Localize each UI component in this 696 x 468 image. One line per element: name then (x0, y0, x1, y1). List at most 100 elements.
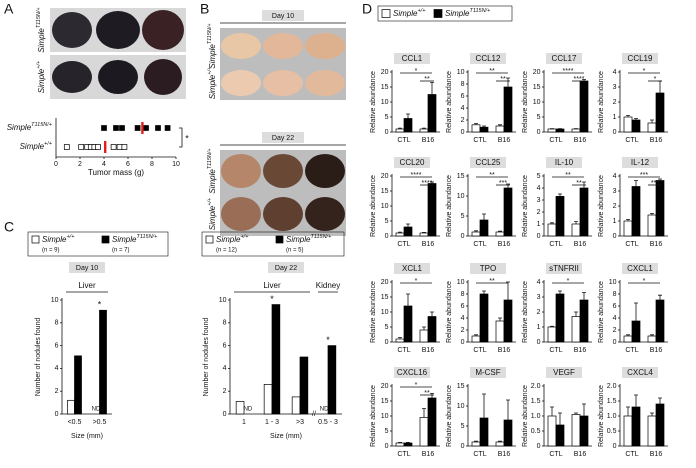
legend-swatch (205, 235, 214, 244)
row-label: SimpleT115N/+ (36, 7, 46, 53)
bar (419, 329, 429, 343)
error-bar (498, 230, 502, 232)
x-tick-label: CTL (473, 137, 486, 144)
legend-label: Simple+/+ (42, 234, 75, 244)
x-tick-label: B16 (650, 241, 663, 248)
bar (495, 125, 505, 133)
x-tick-label: B16 (422, 241, 435, 248)
y-tick-label: 10 (51, 297, 59, 304)
error-bar (430, 181, 434, 184)
annotation: **** (422, 180, 433, 187)
point (63, 144, 70, 150)
y-tick-label: 5 (385, 218, 389, 225)
bar (427, 94, 437, 133)
annotation: * (326, 335, 330, 345)
y-tick-label: 4 (55, 365, 59, 372)
y-tick-label: 1.5 (531, 398, 541, 405)
legend-swatch (101, 235, 110, 244)
y-tick-label: 20 (381, 383, 389, 390)
y-tick-label: 1 (537, 324, 541, 331)
title-box (470, 157, 506, 168)
error-bar (422, 127, 426, 129)
bar (623, 116, 633, 133)
error-bar (558, 290, 562, 294)
legend-label: SimpleT115N/+ (445, 8, 491, 18)
point (113, 125, 119, 131)
title-box (69, 262, 105, 273)
error-bar (634, 302, 638, 321)
bar (471, 124, 481, 133)
bar (579, 299, 589, 343)
y-tick-label: 0 (613, 129, 617, 136)
chart-title: CCL20 (400, 158, 425, 167)
chart-title: CCL25 (476, 158, 501, 167)
error-bar (398, 231, 402, 233)
bar (647, 415, 657, 447)
error-bar (430, 311, 434, 317)
annotation: * (270, 294, 274, 304)
error-bar (474, 334, 478, 336)
legend-box (377, 5, 513, 22)
annotation: ** (489, 278, 495, 285)
bar (623, 220, 633, 237)
y-tick-label: 2 (55, 388, 59, 395)
bar (555, 128, 565, 133)
y-tick-label: 15 (457, 383, 465, 390)
y-tick-label: 0 (385, 129, 389, 136)
annotation: ** (565, 172, 571, 179)
y-tick-label: 0 (55, 411, 59, 418)
y-tick-label: 3 (537, 197, 541, 204)
annotation: * (415, 278, 418, 285)
x-tick-label: B16 (574, 137, 587, 144)
y-tick-label: 3 (537, 294, 541, 301)
y-tick-label: 2 (613, 99, 617, 106)
bar (555, 293, 565, 343)
legend-swatch (275, 235, 284, 244)
error-bar (406, 442, 410, 443)
error-bar (506, 77, 510, 87)
legend-label: SimpleT115N/+ (112, 234, 158, 244)
bar (503, 299, 513, 343)
x-tick-label: 8 (150, 161, 154, 168)
y-tick-label: 4 (537, 185, 541, 192)
y-tick-label: 2.0 (531, 383, 541, 390)
x-tick-label: 2 (78, 161, 82, 168)
y-tick-label: 0 (461, 129, 465, 136)
y-tick-label: 6 (55, 342, 59, 349)
y-tick-label: 8 (223, 320, 227, 327)
error-bar (422, 408, 426, 418)
x-axis-label: Tumor mass (g) (88, 168, 144, 177)
row-label: Simple+/+ (36, 60, 46, 93)
y-tick-label: 0 (385, 443, 389, 450)
chart-title: IL-10 (555, 158, 574, 167)
y-tick-label: 0 (613, 233, 617, 240)
x-tick-label: CTL (549, 137, 562, 144)
error-bar (482, 213, 486, 220)
bar (471, 335, 481, 343)
bar (74, 355, 82, 415)
legend-n: (n = 9) (42, 248, 60, 254)
y-tick-label: 15 (457, 173, 465, 180)
bar (579, 187, 589, 237)
title-box (546, 367, 582, 378)
legend-n: (n = 12) (216, 248, 237, 254)
y-tick-label: 0 (537, 129, 541, 136)
error-bar (650, 119, 654, 123)
chart-title: Day 10 (76, 265, 98, 272)
bar (471, 231, 481, 237)
error-bar (398, 127, 402, 129)
y-tick-label: 8 (613, 291, 617, 298)
annotation: * (415, 68, 418, 75)
error-bar (658, 80, 662, 93)
y-tick-label: 15 (381, 84, 389, 91)
bar (403, 118, 413, 133)
x-tick-label: B16 (498, 451, 511, 458)
y-tick-label: 0.5 (607, 428, 617, 435)
x-tick-label: B16 (574, 241, 587, 248)
x-tick-label: 1 (242, 419, 246, 426)
error-bar (650, 213, 654, 215)
x-tick-label: CTL (625, 347, 638, 354)
photos-b (220, 28, 346, 236)
bar (623, 335, 633, 343)
title-box (470, 367, 506, 378)
